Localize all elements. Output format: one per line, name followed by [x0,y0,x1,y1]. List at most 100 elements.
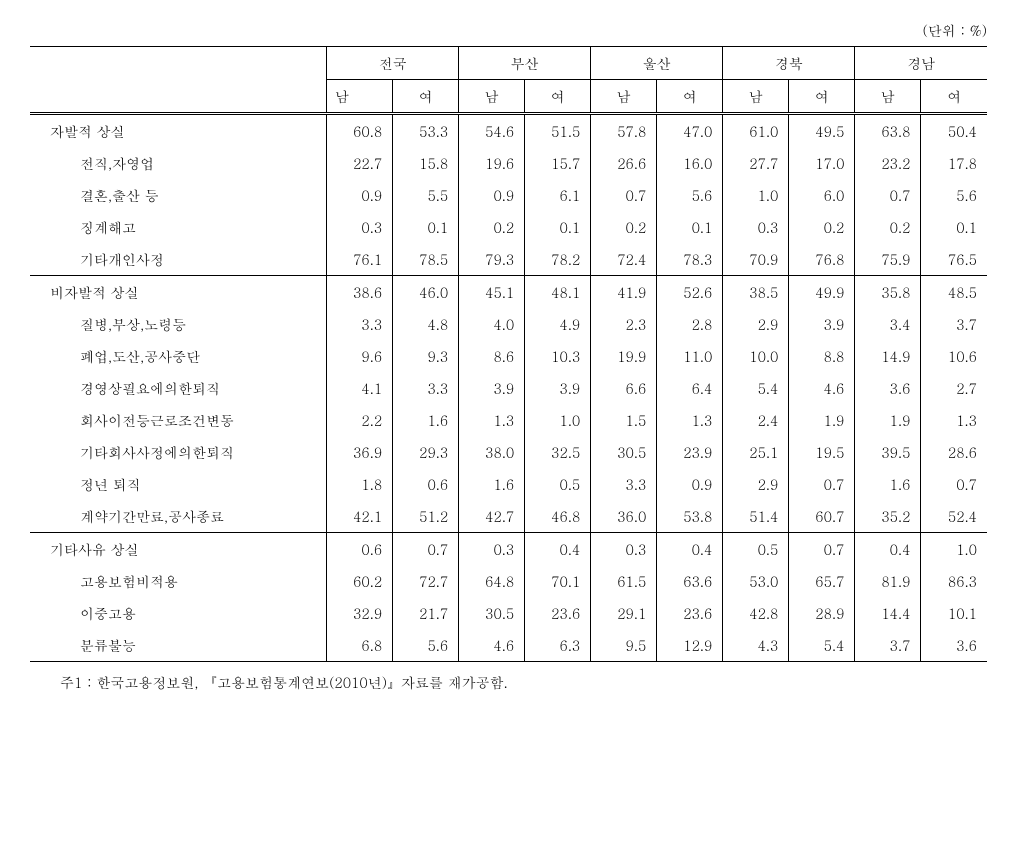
sub-label: 정년 퇴직 [30,468,327,500]
data-cell: 5.6 [921,179,987,211]
data-cell: 3.3 [327,308,393,340]
data-cell: 12.9 [657,629,723,662]
data-cell: 26.6 [591,147,657,179]
gender-header: 남 [459,80,525,114]
sub-label: 기타회사사정에의한퇴직 [30,436,327,468]
data-cell: 10.6 [921,340,987,372]
data-cell: 23.9 [657,436,723,468]
table-row: 이중고용32.921.730.523.629.123.642.828.914.4… [30,597,987,629]
data-cell: 2.2 [327,404,393,436]
data-cell: 57.8 [591,114,657,148]
gender-header: 여 [525,80,591,114]
table-row: 기타개인사정76.178.579.378.272.478.370.976.875… [30,243,987,276]
gender-header: 남 [591,80,657,114]
data-cell: 51.2 [393,500,459,533]
data-cell: 19.6 [459,147,525,179]
data-cell: 4.6 [789,372,855,404]
data-cell: 42.7 [459,500,525,533]
data-cell: 48.5 [921,276,987,309]
data-cell: 1.3 [657,404,723,436]
data-cell: 5.6 [393,629,459,662]
data-cell: 42.1 [327,500,393,533]
region-header: 울산 [591,47,723,80]
data-cell: 3.7 [855,629,921,662]
data-cell: 78.5 [393,243,459,276]
section-label: 기타사유 상실 [30,533,327,566]
sub-label: 폐업,도산,공사중단 [30,340,327,372]
data-cell: 61.5 [591,565,657,597]
data-cell: 53.0 [723,565,789,597]
region-header: 부산 [459,47,591,80]
data-cell: 0.5 [525,468,591,500]
data-cell: 0.1 [393,211,459,243]
data-cell: 51.5 [525,114,591,148]
data-cell: 64.8 [459,565,525,597]
data-cell: 6.3 [525,629,591,662]
table-header: 전국부산울산경북경남 남여남여남여남여남여 [30,47,987,114]
data-cell: 0.4 [657,533,723,566]
section-label: 비자발적 상실 [30,276,327,309]
data-cell: 78.3 [657,243,723,276]
data-cell: 72.7 [393,565,459,597]
data-cell: 0.9 [327,179,393,211]
data-cell: 3.6 [921,629,987,662]
sub-label: 이중고용 [30,597,327,629]
data-cell: 35.8 [855,276,921,309]
data-cell: 38.5 [723,276,789,309]
data-cell: 0.9 [459,179,525,211]
data-cell: 60.7 [789,500,855,533]
data-cell: 4.6 [459,629,525,662]
data-cell: 46.8 [525,500,591,533]
data-cell: 6.0 [789,179,855,211]
gender-header: 남 [855,80,921,114]
data-cell: 0.3 [723,211,789,243]
data-cell: 0.2 [855,211,921,243]
data-cell: 81.9 [855,565,921,597]
data-cell: 0.7 [591,179,657,211]
data-cell: 5.5 [393,179,459,211]
table-row: 고용보험비적용60.272.764.870.161.563.653.065.78… [30,565,987,597]
data-cell: 23.6 [657,597,723,629]
data-cell: 16.0 [657,147,723,179]
data-cell: 2.9 [723,308,789,340]
footnote: 주1 : 한국고용정보원, 『고용보험통계연보(2010년)』자료를 재가공함. [30,672,987,692]
data-cell: 39.5 [855,436,921,468]
table-row: 결혼,출산 등0.95.50.96.10.75.61.06.00.75.6 [30,179,987,211]
data-cell: 2.8 [657,308,723,340]
table-row: 자발적 상실60.853.354.651.557.847.061.049.563… [30,114,987,148]
data-cell: 10.1 [921,597,987,629]
section-label: 자발적 상실 [30,114,327,148]
data-cell: 17.8 [921,147,987,179]
data-cell: 9.6 [327,340,393,372]
data-cell: 1.6 [393,404,459,436]
data-cell: 8.8 [789,340,855,372]
data-cell: 52.4 [921,500,987,533]
data-cell: 0.1 [657,211,723,243]
gender-header: 여 [657,80,723,114]
data-cell: 60.8 [327,114,393,148]
table-row: 기타사유 상실0.60.70.30.40.30.40.50.70.41.0 [30,533,987,566]
data-cell: 1.6 [855,468,921,500]
data-cell: 25.1 [723,436,789,468]
data-cell: 5.6 [657,179,723,211]
sub-label: 기타개인사정 [30,243,327,276]
data-cell: 3.4 [855,308,921,340]
data-cell: 30.5 [591,436,657,468]
data-cell: 2.9 [723,468,789,500]
sub-label: 경영상필요에의한퇴직 [30,372,327,404]
data-cell: 11.0 [657,340,723,372]
data-cell: 53.3 [393,114,459,148]
data-cell: 28.9 [789,597,855,629]
data-cell: 3.9 [789,308,855,340]
data-cell: 4.3 [723,629,789,662]
data-cell: 1.0 [525,404,591,436]
sub-label: 질병,부상,노령등 [30,308,327,340]
data-cell: 61.0 [723,114,789,148]
data-cell: 9.3 [393,340,459,372]
data-cell: 15.8 [393,147,459,179]
data-cell: 0.6 [327,533,393,566]
data-cell: 6.1 [525,179,591,211]
data-cell: 0.7 [855,179,921,211]
data-cell: 0.2 [459,211,525,243]
data-cell: 76.8 [789,243,855,276]
